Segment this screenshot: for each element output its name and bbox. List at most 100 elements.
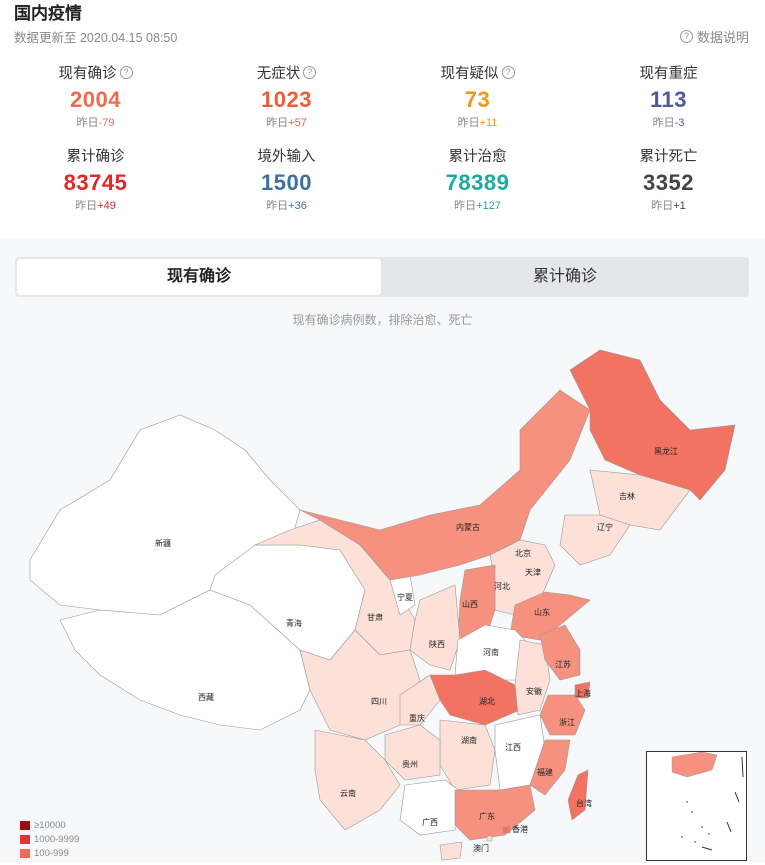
stat-delta: 昨日+57	[266, 117, 307, 129]
region-guizhou	[384, 724, 441, 781]
region-neimenggu	[299, 389, 591, 581]
region-yunnan	[314, 729, 401, 831]
region-taiwan	[567, 769, 589, 821]
label-shaanxi: 陕西	[429, 639, 445, 649]
region-hongkong	[502, 825, 511, 834]
stat-value: 1023	[261, 87, 312, 112]
help-icon: ?	[679, 30, 693, 43]
region-hunan	[439, 719, 496, 791]
stat-label: 现有重症	[639, 66, 698, 82]
stat-label: 累计死亡	[639, 149, 698, 165]
stat-delta: 昨日+11	[457, 117, 498, 129]
label-neimenggu: 内蒙古	[456, 522, 480, 532]
stat-card: 累计死亡 3352 昨日+1	[573, 145, 764, 213]
region-chongqing	[399, 674, 441, 726]
header: 国内疫情 数据更新至 2020.04.15 08:50 ? 数据说明	[0, 0, 765, 50]
stat-label: 现有疑似	[440, 66, 499, 82]
region-shanghai	[574, 681, 591, 699]
label-anhui: 安徽	[526, 686, 542, 696]
label-hubei: 湖北	[479, 697, 495, 706]
stat-card: 无症状? 1023 昨日+57	[191, 62, 382, 130]
stat-delta: 昨日+49	[75, 200, 116, 212]
data-explain-link[interactable]: ? 数据说明	[679, 27, 749, 46]
label-beijing: 北京	[515, 548, 531, 558]
stat-value: 78389	[445, 170, 510, 195]
stat-delta: 昨日-79	[76, 117, 115, 129]
label-guangdong: 广东	[479, 811, 495, 821]
legend-label: 100-999	[34, 847, 69, 859]
tab-total-confirmed[interactable]: 累计确诊	[532, 268, 597, 285]
stat-label: 无症状	[256, 66, 301, 82]
china-map[interactable]: 新疆 西藏 青海 甘肃 宁夏 内蒙古 黑龙江 吉林 辽宁 北京 天津 河北 山西…	[0, 330, 765, 862]
label-jiangsu: 江苏	[555, 659, 571, 669]
label-gansu: 甘肃	[367, 612, 383, 622]
label-jilin: 吉林	[619, 491, 635, 501]
label-ningxia: 宁夏	[397, 592, 413, 602]
region-macau	[486, 835, 493, 842]
legend-swatch	[20, 834, 30, 844]
label-xinjiang: 新疆	[155, 538, 171, 548]
stat-card: 境外输入 1500 昨日+36	[191, 145, 382, 213]
label-shandong: 山东	[534, 607, 550, 617]
label-hongkong: 香港	[512, 824, 528, 834]
stat-value: 3352	[643, 170, 694, 195]
label-hebei: 河北	[494, 581, 510, 591]
map-note: 现有确诊病例数，排除治愈、死亡	[292, 313, 473, 327]
region-xizang	[59, 589, 311, 731]
stat-delta: 昨日+127	[454, 200, 501, 212]
label-macau: 澳门	[473, 843, 489, 853]
stat-value: 1500	[261, 170, 312, 195]
label-jiangxi: 江西	[505, 743, 521, 752]
stat-delta: 昨日+36	[266, 200, 307, 212]
stat-delta: 昨日-3	[652, 117, 685, 129]
tab-bar: 现有确诊 累计确诊	[15, 257, 749, 297]
region-liaoning	[559, 514, 631, 566]
legend-item[interactable]: 100-999	[20, 846, 79, 860]
label-sichuan: 四川	[371, 697, 387, 706]
stat-label: 境外输入	[257, 149, 316, 165]
region-guangdong	[454, 784, 536, 841]
label-yunnan: 云南	[340, 788, 356, 798]
stat-value: 73	[464, 87, 491, 112]
region-fujian	[529, 739, 571, 796]
label-guangxi: 广西	[422, 817, 438, 827]
legend-swatch	[20, 820, 30, 830]
stat-card: 累计确诊 83745 昨日+49	[0, 145, 191, 213]
legend-label: 1000-9999	[34, 833, 80, 845]
label-zhejiang: 浙江	[559, 717, 575, 727]
stat-value: 113	[650, 87, 687, 112]
label-henan: 河南	[483, 647, 499, 657]
region-shaanxi	[409, 584, 461, 671]
tab-current-confirmed[interactable]: 现有确诊	[17, 259, 381, 295]
region-jiangsu	[539, 624, 581, 681]
label-qinghai: 青海	[286, 618, 302, 628]
help-icon[interactable]: ?	[119, 66, 133, 79]
stat-label: 累计治愈	[448, 149, 507, 165]
label-chongqing: 重庆	[409, 713, 425, 723]
label-tianjin: 天津	[525, 567, 541, 577]
label-guizhou: 贵州	[402, 759, 418, 769]
legend-item[interactable]: 1000-9999	[20, 832, 79, 846]
region-zhejiang	[539, 694, 586, 736]
data-explain-label: 数据说明	[696, 30, 749, 45]
region-sichuan	[299, 629, 421, 741]
stat-label: 累计确诊	[66, 149, 125, 165]
map-legend: ≥10000 1000-9999 100-999	[20, 818, 79, 860]
page-title: 国内疫情	[14, 4, 82, 23]
stat-card: 累计治愈 78389 昨日+127	[382, 145, 573, 213]
stat-value: 83745	[63, 170, 128, 195]
legend-label: ≥10000	[34, 819, 66, 831]
stat-card: 现有重症 113 昨日-3	[573, 62, 764, 130]
help-icon[interactable]: ?	[303, 66, 317, 79]
help-icon[interactable]: ?	[501, 66, 515, 79]
label-shanghai: 上海	[575, 688, 591, 698]
label-xizang: 西藏	[198, 692, 214, 702]
legend-item[interactable]: ≥10000	[20, 818, 79, 832]
label-liaoning: 辽宁	[597, 522, 613, 532]
stat-label: 现有确诊	[58, 66, 117, 82]
inset-map	[671, 751, 744, 851]
south-china-sea-inset	[646, 751, 747, 861]
region-guangxi	[399, 779, 466, 836]
stat-card: 现有确诊? 2004 昨日-79	[0, 62, 191, 130]
label-fujian: 福建	[537, 767, 553, 777]
